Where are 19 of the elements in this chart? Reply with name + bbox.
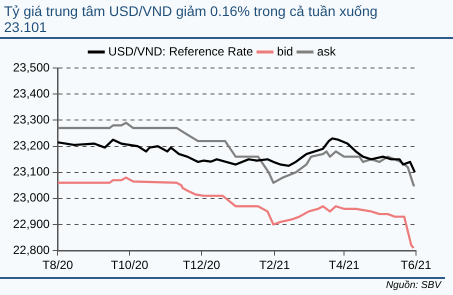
x-tick-label: T12/20 <box>182 258 220 272</box>
text: Nguồn: SBV <box>386 280 441 291</box>
y-tick-label: 22,900 <box>13 216 50 231</box>
y-tick-label: 22,800 <box>13 242 50 257</box>
x-tick-label: T8/20 <box>42 258 74 272</box>
x-tick-label: T10/20 <box>110 258 149 272</box>
y-tick-label: 23,500 <box>13 60 50 74</box>
x-tick-label: T4/21 <box>328 258 360 272</box>
legend-label: USD/VND: Reference Rate <box>108 44 254 58</box>
y-tick-label: 23,000 <box>13 190 50 205</box>
y-tick-label: 23,200 <box>13 138 50 153</box>
chart-title: Tỷ giá trung tâm USD/VND giảm 0.16% trong cả tuần xuống 23.101 <box>4 3 379 35</box>
legend-label: bid <box>277 44 294 58</box>
y-tick-label: 23,300 <box>13 112 50 126</box>
y-tick-label: 23,100 <box>13 164 50 179</box>
x-tick-label: T2/21 <box>259 258 290 272</box>
legend-label: ask <box>317 44 337 58</box>
y-tick-label: 23,400 <box>13 86 50 100</box>
x-tick-label: T6/21 <box>400 258 432 272</box>
